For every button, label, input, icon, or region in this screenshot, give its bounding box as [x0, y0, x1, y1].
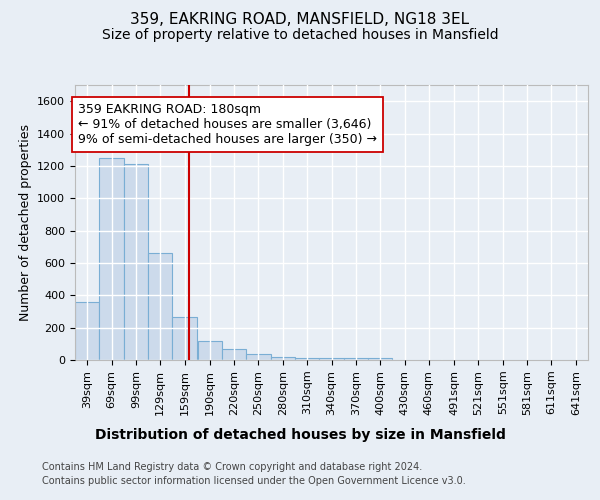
Text: Distribution of detached houses by size in Mansfield: Distribution of detached houses by size … — [95, 428, 505, 442]
Text: Size of property relative to detached houses in Mansfield: Size of property relative to detached ho… — [101, 28, 499, 42]
Text: 359 EAKRING ROAD: 180sqm
← 91% of detached houses are smaller (3,646)
9% of semi: 359 EAKRING ROAD: 180sqm ← 91% of detach… — [78, 103, 377, 146]
Text: Contains public sector information licensed under the Open Government Licence v3: Contains public sector information licen… — [42, 476, 466, 486]
Bar — [172, 317, 197, 360]
Bar — [295, 358, 319, 360]
Bar — [344, 358, 368, 360]
Bar — [197, 340, 222, 360]
Text: Contains HM Land Registry data © Crown copyright and database right 2024.: Contains HM Land Registry data © Crown c… — [42, 462, 422, 472]
Bar — [100, 158, 124, 360]
Y-axis label: Number of detached properties: Number of detached properties — [19, 124, 32, 321]
Bar — [368, 358, 392, 360]
Bar — [75, 302, 100, 360]
Text: 359, EAKRING ROAD, MANSFIELD, NG18 3EL: 359, EAKRING ROAD, MANSFIELD, NG18 3EL — [130, 12, 470, 28]
Bar — [271, 357, 295, 360]
Bar — [124, 164, 148, 360]
Bar — [246, 354, 271, 360]
Bar — [222, 348, 246, 360]
Bar — [319, 358, 344, 360]
Bar — [148, 253, 172, 360]
